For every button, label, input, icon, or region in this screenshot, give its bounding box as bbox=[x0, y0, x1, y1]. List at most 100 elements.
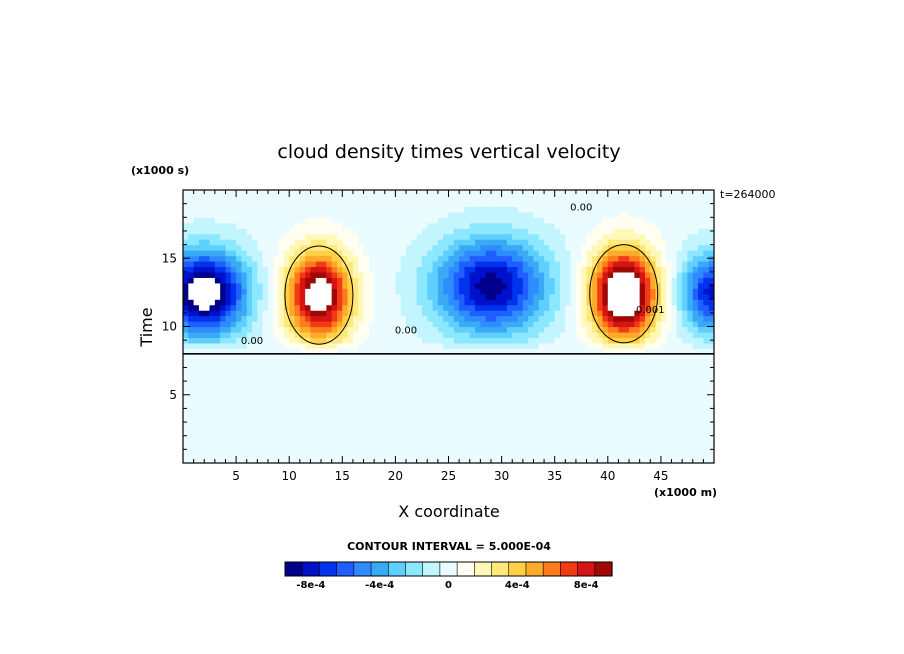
heatmap-cell bbox=[639, 200, 646, 207]
heatmap-cell bbox=[262, 288, 269, 295]
heatmap-cell bbox=[427, 331, 434, 339]
heatmap-cell bbox=[522, 364, 529, 371]
heatmap-cell bbox=[246, 348, 253, 355]
heatmap-cell bbox=[368, 206, 375, 213]
heatmap-cell bbox=[374, 364, 381, 371]
heatmap-cell bbox=[602, 260, 609, 268]
heatmap-cell bbox=[246, 452, 253, 459]
heatmap-cell bbox=[214, 381, 221, 388]
heatmap-cell bbox=[597, 304, 604, 311]
heatmap-cell bbox=[597, 321, 604, 328]
heatmap-cell bbox=[549, 386, 556, 393]
heatmap-cell bbox=[607, 457, 614, 463]
heatmap-cell bbox=[437, 326, 444, 333]
heatmap-cell bbox=[660, 424, 667, 431]
heatmap-cell bbox=[220, 266, 227, 273]
heatmap-cell bbox=[475, 271, 481, 278]
heatmap-cell bbox=[453, 353, 460, 360]
heatmap-cell bbox=[703, 260, 710, 268]
heatmap-cell bbox=[703, 413, 710, 420]
heatmap-cell bbox=[671, 353, 678, 360]
heatmap-cell bbox=[252, 206, 258, 213]
heatmap-cell bbox=[496, 200, 503, 207]
heatmap-cell bbox=[602, 452, 609, 459]
heatmap-cell bbox=[623, 457, 630, 463]
heatmap-cell bbox=[586, 244, 593, 251]
heatmap-cell bbox=[384, 211, 391, 218]
heatmap-cell bbox=[230, 315, 237, 322]
heatmap-cell bbox=[703, 326, 710, 333]
heatmap-cell bbox=[708, 299, 714, 306]
heatmap-cell bbox=[618, 326, 625, 333]
heatmap-cell bbox=[459, 255, 466, 262]
heatmap-cell bbox=[496, 206, 503, 213]
heatmap-cell bbox=[246, 239, 253, 246]
heatmap-cell bbox=[310, 277, 317, 284]
heatmap-cell bbox=[241, 282, 248, 289]
heatmap-cell bbox=[469, 446, 476, 453]
heatmap-cell bbox=[660, 348, 667, 355]
heatmap-cell bbox=[464, 408, 471, 415]
heatmap-cell bbox=[496, 222, 503, 229]
heatmap-cell bbox=[342, 271, 349, 278]
heatmap-cell bbox=[533, 375, 540, 382]
heatmap-cell bbox=[560, 370, 566, 377]
heatmap-cell bbox=[204, 408, 211, 415]
heatmap-cell bbox=[236, 293, 243, 300]
heatmap-cell bbox=[220, 271, 227, 278]
heatmap-cell bbox=[368, 386, 375, 393]
heatmap-cell bbox=[437, 288, 444, 295]
heatmap-cell bbox=[225, 441, 232, 448]
heatmap-cell bbox=[607, 222, 614, 229]
heatmap-cell bbox=[267, 260, 274, 268]
heatmap-cell bbox=[506, 195, 513, 202]
heatmap-cell bbox=[262, 293, 269, 300]
heatmap-cell bbox=[400, 266, 407, 273]
heatmap-cell bbox=[427, 364, 434, 371]
heatmap-cell bbox=[283, 408, 290, 415]
heatmap-cell bbox=[252, 239, 258, 246]
heatmap-cell bbox=[443, 342, 450, 349]
heatmap-cell bbox=[183, 244, 189, 251]
heatmap-cell bbox=[687, 375, 694, 382]
heatmap-cell bbox=[230, 402, 237, 409]
heatmap-cell bbox=[480, 402, 487, 409]
heatmap-cell bbox=[597, 315, 604, 322]
heatmap-cell bbox=[480, 375, 487, 382]
heatmap-cell bbox=[613, 359, 620, 366]
heatmap-cell bbox=[613, 255, 620, 262]
heatmap-cell bbox=[618, 293, 625, 300]
heatmap-cell bbox=[384, 424, 391, 431]
heatmap-cell bbox=[517, 326, 524, 333]
heatmap-cell bbox=[374, 457, 381, 463]
heatmap-cell bbox=[331, 304, 338, 311]
heatmap-cell bbox=[469, 271, 476, 278]
heatmap-cell bbox=[198, 233, 205, 240]
heatmap-cell bbox=[533, 200, 540, 207]
heatmap-cell bbox=[538, 392, 545, 399]
heatmap-cell bbox=[565, 228, 572, 235]
heatmap-cell bbox=[379, 419, 386, 426]
heatmap-cell bbox=[618, 244, 625, 251]
heatmap-cell bbox=[257, 255, 264, 262]
heatmap-cell bbox=[443, 255, 450, 262]
heatmap-cell bbox=[347, 359, 354, 366]
heatmap-cell bbox=[390, 244, 396, 251]
heatmap-cell bbox=[448, 250, 455, 257]
heatmap-cell bbox=[368, 408, 375, 415]
heatmap-cell bbox=[384, 228, 391, 235]
heatmap-cell bbox=[506, 200, 513, 207]
heatmap-cell bbox=[459, 424, 466, 431]
heatmap-cell bbox=[575, 255, 582, 262]
heatmap-cell bbox=[289, 239, 296, 246]
heatmap-cell bbox=[310, 228, 317, 235]
heatmap-cell bbox=[671, 195, 678, 202]
heatmap-cell bbox=[496, 288, 503, 295]
heatmap-cell bbox=[453, 206, 460, 213]
heatmap-cell bbox=[469, 392, 476, 399]
heatmap-cell bbox=[597, 413, 604, 420]
heatmap-cell bbox=[459, 435, 466, 442]
heatmap-cell bbox=[299, 293, 306, 300]
heatmap-cell bbox=[586, 386, 593, 393]
heatmap-cell bbox=[406, 392, 412, 399]
